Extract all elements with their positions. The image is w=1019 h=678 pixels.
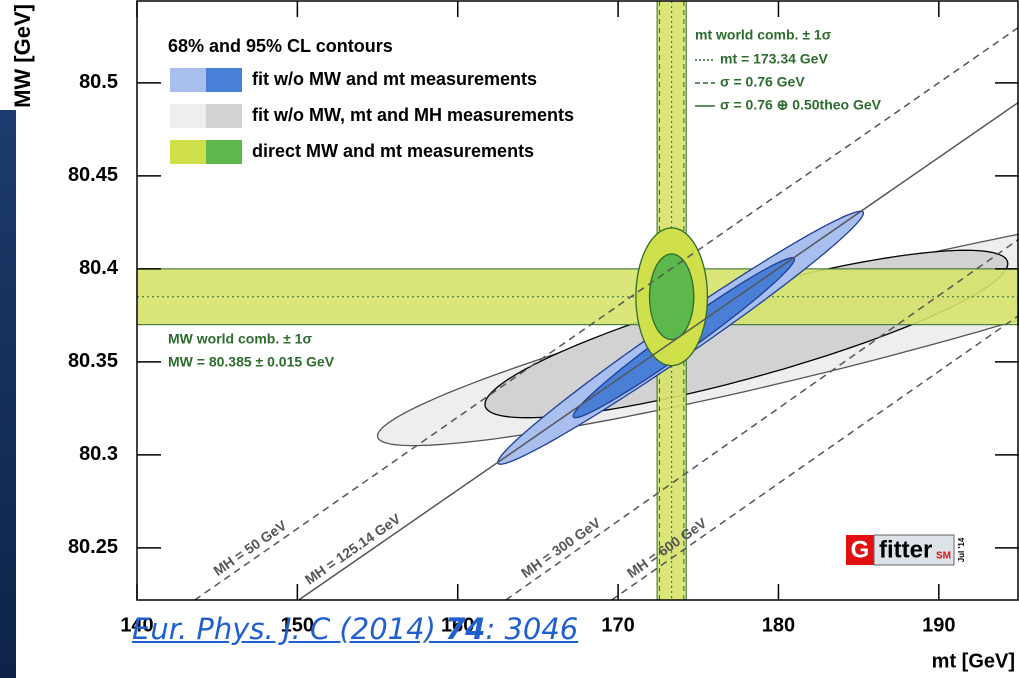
x-tick-label: 180 [762,614,795,636]
chart: 14015016017018019080.2580.380.3580.480.4… [0,0,1019,678]
citation-link[interactable]: Eur. Phys. J. C (2014) 74: 3046 [132,612,578,646]
legend-swatch [206,140,242,164]
logo-sm: SM [936,551,951,562]
y-axis-title: MW [GeV] [10,4,35,108]
legend-label: fit w/o MW, mt and MH measurements [252,105,574,125]
logo-date: Jul '14 [957,537,966,562]
x-tick-label: 190 [922,614,955,636]
mt-legend-label: σ = 0.76 ⊕ 0.50theo GeV [720,97,882,113]
logo-g: G [851,536,870,563]
mw-legend-title: MW world comb. ± 1σ [168,331,312,347]
y-tick-label: 80.4 [79,257,119,279]
legend-swatch [206,68,242,92]
legend-swatch [170,104,206,128]
legend-swatch [170,68,206,92]
citation-volume: 74 [445,612,485,646]
background-strip [0,110,16,678]
legend-label: direct MW and mt measurements [252,141,534,161]
logo-fitter: fitter [879,536,932,563]
legend-label: fit w/o MW and mt measurements [252,69,537,89]
page: 14015016017018019080.2580.380.3580.480.4… [0,0,1019,678]
plot-area [137,1,1019,601]
citation-pages: : 3046 [485,612,578,646]
citation-journal: Eur. Phys. J. C (2014) [132,612,445,646]
y-tick-label: 80.35 [68,350,118,372]
mh-label: MH = 50 GeV [210,517,290,579]
x-tick-label: 170 [601,614,634,636]
logo: G fitter SM Jul '14 [846,535,966,565]
x-axis-title: mt [GeV] [932,650,1015,672]
mh-label: MH = 125.14 GeV [302,510,404,587]
mt-legend-label: σ = 0.76 GeV [720,74,805,90]
y-tick-label: 80.25 [68,536,118,558]
y-tick-label: 80.45 [68,164,118,186]
mt-legend-title: mt world comb. ± 1σ [695,27,832,43]
mt-legend-label: mt = 173.34 GeV [720,51,828,67]
contour [650,254,694,340]
y-tick-label: 80.3 [79,443,118,465]
legend-swatch [206,104,242,128]
legend-title: 68% and 95% CL contours [168,36,393,56]
mw-legend-label: MW = 80.385 ± 0.015 GeV [168,354,335,370]
legend-swatch [170,140,206,164]
y-tick-label: 80.5 [79,71,118,93]
mh-label: MH = 300 GeV [518,514,604,581]
